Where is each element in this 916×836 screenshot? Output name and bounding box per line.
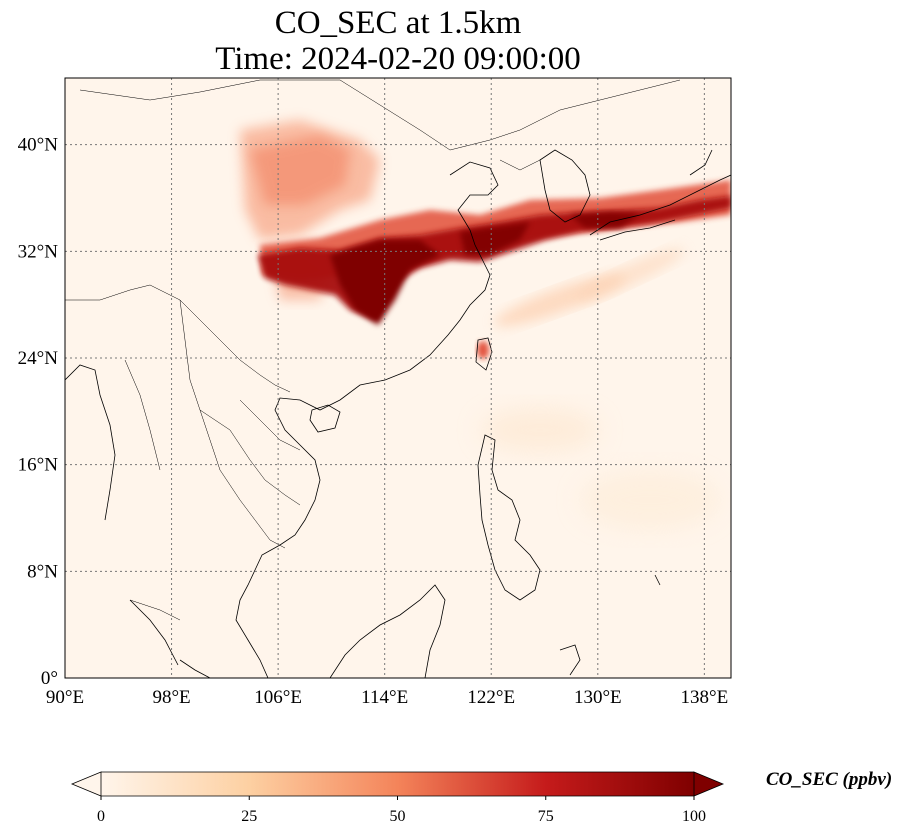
colorbar-tick-label: 50 xyxy=(390,808,406,825)
lon-tick-label: 90°E xyxy=(46,687,84,708)
concentration-field xyxy=(240,120,731,530)
lon-tick-label: 122°E xyxy=(467,687,515,708)
colorbar-label: CO_SEC (ppbv) xyxy=(766,769,893,790)
map-title-line-1: CO_SEC at 1.5km xyxy=(274,5,522,41)
lon-tick-label: 98°E xyxy=(152,687,190,708)
colorbar: 0 25 50 75 100 xyxy=(70,771,725,825)
latitude-tick-labels: 0° 8°N 16°N 24°N 32°N 40°N xyxy=(18,135,59,689)
coastlines xyxy=(65,149,731,678)
colorbar-body xyxy=(101,772,694,796)
lon-tick-label: 114°E xyxy=(361,687,408,708)
colorbar-tick-label: 75 xyxy=(538,808,554,825)
colorbar-tick-label: 25 xyxy=(241,808,257,825)
colorbar-tick-label: 100 xyxy=(682,808,706,825)
lat-tick-label: 24°N xyxy=(18,348,59,369)
lon-tick-label: 138°E xyxy=(681,687,729,708)
lat-tick-label: 32°N xyxy=(18,241,59,262)
gridlines xyxy=(65,78,731,678)
map-frame xyxy=(64,77,732,679)
colorbar-extend-max xyxy=(693,771,725,797)
colorbar-ticks: 0 25 50 75 100 xyxy=(97,796,706,825)
colorbar-tick-label: 0 xyxy=(97,808,105,825)
lat-tick-label: 8°N xyxy=(27,561,58,582)
colorbar-extend-min xyxy=(70,771,102,797)
lat-tick-label: 0° xyxy=(41,668,58,689)
map-background xyxy=(65,78,731,678)
lon-tick-label: 106°E xyxy=(254,687,302,708)
lat-tick-label: 16°N xyxy=(18,455,59,476)
country-borders xyxy=(65,79,681,621)
lon-tick-label: 130°E xyxy=(574,687,622,708)
map-title-line-2: Time: 2024-02-20 09:00:00 xyxy=(215,41,581,77)
lat-tick-label: 40°N xyxy=(18,135,59,156)
longitude-tick-labels: 90°E 98°E 106°E 114°E 122°E 130°E 138°E xyxy=(46,687,728,708)
